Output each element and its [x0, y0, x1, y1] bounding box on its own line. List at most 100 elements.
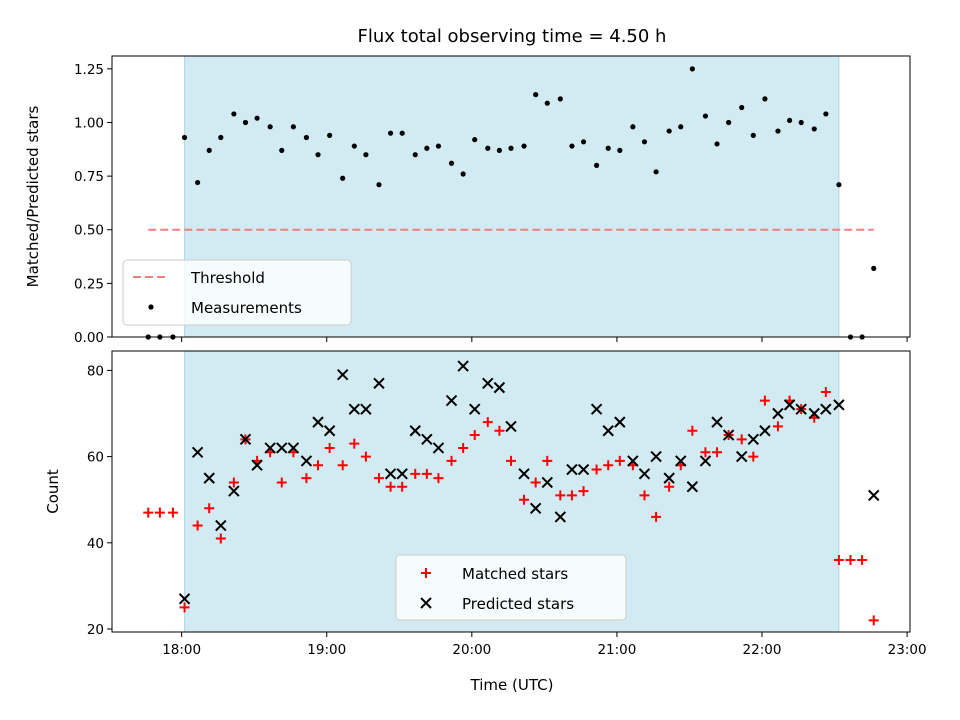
- bottom-series-0-point-50: [748, 451, 759, 462]
- top-axes-frame: [111, 55, 911, 338]
- bottom-series-0-point-11: [276, 477, 287, 488]
- top-series-0-point-36: [580, 139, 587, 145]
- bottom-series-1-point-31: [554, 511, 567, 523]
- bottom-series-1-point-38: [638, 468, 651, 480]
- bottom-series-0-point-4: [192, 520, 203, 531]
- top-series-0-point-26: [460, 171, 466, 177]
- bottom-series-0-point-20: [385, 481, 396, 492]
- top-panel: 0.00 0.25 0.50 0.75 1.00 1.25 Matched/Predicte…: [24, 55, 911, 346]
- bottom-series-0-point-33: [542, 455, 553, 466]
- bottom-series-0-point-35: [566, 490, 577, 501]
- bottom-series-0-point-22: [410, 468, 421, 479]
- top-series-0-point-13: [303, 134, 310, 141]
- chart-title: Flux total observing time = 4.50 h: [358, 26, 667, 47]
- bottom-series-0-point-41: [639, 490, 650, 501]
- bottom-series-0-point-42: [651, 511, 662, 522]
- x-tick-label-0: 18:00: [162, 642, 201, 658]
- top-series-0-point-46: [702, 113, 709, 119]
- top-y-axis-label: Matched/Predicted stars: [24, 106, 42, 288]
- top-series-0-point-43: [666, 128, 672, 134]
- bottom-series-0-point-23: [421, 468, 432, 479]
- top-series-0-point-11: [279, 147, 285, 153]
- bottom-series-0-point-7: [228, 477, 239, 488]
- bottom-series-0-point-14: [313, 460, 324, 471]
- bottom-series-1-point-39: [650, 450, 662, 463]
- bottom-series-1-point-55: [868, 489, 880, 502]
- bottom-series-1-point-27: [505, 420, 517, 433]
- legend-predicted-label: Predicted stars: [462, 595, 574, 613]
- top-series-0-point-33: [544, 100, 550, 106]
- bottom-series-0-point-59: [857, 555, 868, 566]
- top-y-tick-label-5: 1.25: [74, 62, 104, 78]
- bottom-series-0-point-52: [772, 421, 783, 432]
- bottom-series-1-point-21: [432, 442, 445, 454]
- bottom-series-0-point-19: [373, 473, 384, 484]
- bottom-series-1-point-37: [627, 455, 639, 467]
- bottom-series-1-point-30: [541, 476, 553, 489]
- top-series-0-point-38: [605, 145, 611, 151]
- x-tick-label-1: 19:00: [307, 642, 346, 658]
- bottom-series-1-point-5: [239, 433, 252, 446]
- bottom-series-0-point-30: [506, 455, 516, 466]
- bottom-series-1-point-3: [215, 519, 227, 532]
- bottom-series-0-point-27: [469, 430, 480, 441]
- bottom-series-1-point-42: [686, 481, 699, 493]
- bottom-series-0-point-46: [700, 447, 711, 458]
- bottom-series-1-point-43: [699, 455, 712, 467]
- bottom-y-axis-label: Count: [44, 469, 62, 514]
- bottom-series-1-point-2: [203, 472, 215, 484]
- bottom-series-1-point-12: [323, 425, 336, 437]
- bottom-series-1-point-8: [276, 442, 288, 454]
- bottom-series-0-point-0: [143, 507, 154, 518]
- legend-matched-swatch: [421, 568, 431, 578]
- top-series-0-point-49: [739, 104, 745, 111]
- bottom-series-0-point-18: [360, 451, 371, 462]
- bottom-series-1-point-35: [602, 425, 614, 437]
- bottom-series-0-point-51: [759, 395, 770, 406]
- bottom-series-1-point-1: [191, 446, 204, 458]
- bottom-series-1-point-51: [795, 403, 807, 415]
- bottom-series-1-point-24: [469, 403, 481, 415]
- legend-threshold-label: Threshold: [190, 269, 265, 287]
- top-series-0-point-56: [823, 111, 829, 117]
- bottom-series-0-point-5: [204, 503, 215, 514]
- bottom-series-0-point-3: [179, 602, 190, 613]
- bottom-series-1-point-40: [663, 472, 675, 484]
- top-series-0-point-6: [218, 134, 224, 141]
- bottom-series-0-point-29: [494, 425, 505, 436]
- bottom-series-1-point-34: [590, 403, 603, 415]
- top-series-0-point-44: [678, 124, 684, 130]
- top-series-0-point-4: [195, 179, 201, 186]
- top-y-tick-label-1: 0.25: [74, 276, 104, 292]
- top-series-0-point-51: [762, 96, 768, 102]
- top-series-0-point-21: [399, 130, 405, 136]
- top-series-0-point-16: [340, 175, 346, 181]
- bottom-series-0-point-36: [578, 486, 589, 497]
- legend-measurements-swatch: [148, 304, 154, 310]
- bottom-series-1-point-15: [360, 403, 372, 415]
- top-series-0-point-14: [315, 152, 321, 158]
- top-series-0-point-25: [448, 160, 455, 166]
- bottom-y-tick-label-1: 40: [87, 536, 104, 552]
- top-series-0-point-54: [798, 119, 804, 126]
- bottom-series-1-point-47: [747, 433, 760, 446]
- bottom-series-0-point-45: [687, 425, 698, 436]
- bottom-y-tick-label-0: 20: [87, 622, 104, 638]
- bottom-series-0-point-56: [820, 386, 831, 397]
- x-tick-label-3: 21:00: [597, 642, 636, 658]
- top-series-0-point-32: [533, 92, 539, 98]
- legend-predicted-swatch: [420, 597, 432, 609]
- bottom-series-1-point-32: [566, 463, 578, 476]
- top-series-0-point-52: [775, 128, 781, 134]
- bottom-series-0-point-16: [337, 460, 348, 471]
- bottom-series-0-point-28: [482, 417, 493, 428]
- bottom-series-1-point-17: [384, 468, 397, 480]
- top-series-0-point-42: [653, 169, 659, 175]
- bottom-series-0-point-2: [167, 507, 178, 518]
- top-series-0-point-30: [508, 145, 514, 151]
- bottom-series-0-point-37: [591, 464, 602, 475]
- bottom-series-1-point-4: [228, 485, 240, 497]
- bottom-series-0-point-34: [555, 490, 566, 501]
- bottom-series-1-point-33: [577, 463, 590, 476]
